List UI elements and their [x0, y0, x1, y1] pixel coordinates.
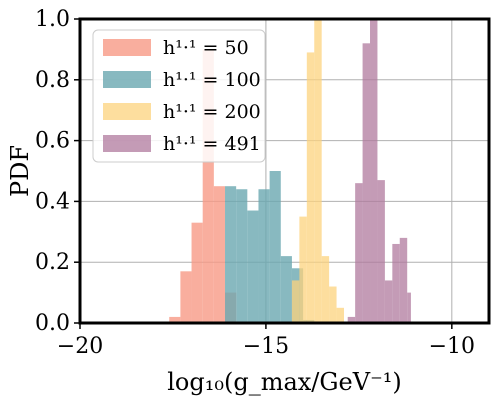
y-tick-label: 0.4	[35, 189, 70, 214]
histogram-bar	[258, 189, 270, 323]
histogram-bar	[355, 183, 363, 323]
y-tick-label: 0.2	[35, 250, 70, 275]
x-tick-label: −15	[243, 334, 289, 359]
histogram-bar	[384, 280, 393, 323]
histogram-bar	[314, 19, 322, 323]
histogram-bar	[213, 186, 226, 323]
legend-swatch	[103, 39, 151, 56]
histogram-bar	[407, 292, 411, 323]
histogram-bar	[247, 210, 259, 323]
histogram-bar	[347, 316, 356, 323]
histogram-bar	[169, 316, 181, 323]
legend-swatch	[103, 103, 151, 120]
histogram-bar	[399, 237, 408, 323]
histogram-bar	[236, 189, 248, 323]
plot-frame	[78, 17, 491, 325]
histogram-bar	[370, 19, 378, 323]
legend-label: h¹·¹ = 50	[163, 37, 249, 59]
legend-label: h¹·¹ = 200	[163, 101, 261, 123]
histogram-bar	[392, 243, 400, 323]
histogram-bar	[336, 307, 344, 323]
y-tick-label: 0.8	[35, 68, 70, 93]
legend-label: h¹·¹ = 100	[163, 69, 261, 91]
histogram-bar	[321, 256, 330, 323]
histogram-bar	[306, 52, 315, 323]
histogram-bar	[291, 280, 300, 323]
histogram-bar	[299, 216, 307, 323]
legend-label: h¹·¹ = 491	[163, 133, 261, 155]
legend-swatch	[103, 135, 151, 152]
legend-swatch	[103, 71, 151, 88]
histogram-bar	[362, 43, 371, 323]
histogram-bar	[225, 186, 237, 323]
legend: h¹·¹ = 50 h¹·¹ = 100 h¹·¹ = 200 h¹·¹ = 491	[92, 29, 266, 163]
histogram-bar	[280, 256, 292, 323]
histogram-bar	[269, 171, 281, 323]
histogram-bar	[191, 222, 203, 323]
histogram-bar	[202, 49, 214, 324]
histogram-bar	[329, 286, 337, 323]
x-axis-label: log₁₀(g_max/GeV⁻¹)	[167, 368, 402, 396]
x-tick-label: −10	[429, 334, 475, 359]
legend-box	[92, 29, 266, 163]
y-tick-label: 0.0	[35, 311, 70, 336]
histogram-bars	[169, 19, 411, 324]
y-axis-label: PDF	[6, 145, 34, 197]
series-2	[291, 19, 344, 323]
series-3	[347, 19, 411, 323]
y-tick-label: 1.0	[35, 7, 70, 32]
histogram-bar	[180, 271, 192, 323]
axis-ticks: −20 −15 −10 0.0 0.2 0.4 0.6 0.8 1.0	[35, 7, 475, 359]
x-tick-label: −20	[57, 334, 103, 359]
y-tick-label: 0.6	[35, 129, 70, 154]
histogram-bar	[377, 180, 385, 323]
